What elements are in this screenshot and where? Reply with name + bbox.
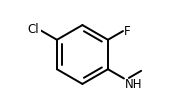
Text: Cl: Cl — [27, 23, 39, 37]
Text: NH: NH — [125, 78, 142, 91]
Text: F: F — [124, 25, 131, 38]
